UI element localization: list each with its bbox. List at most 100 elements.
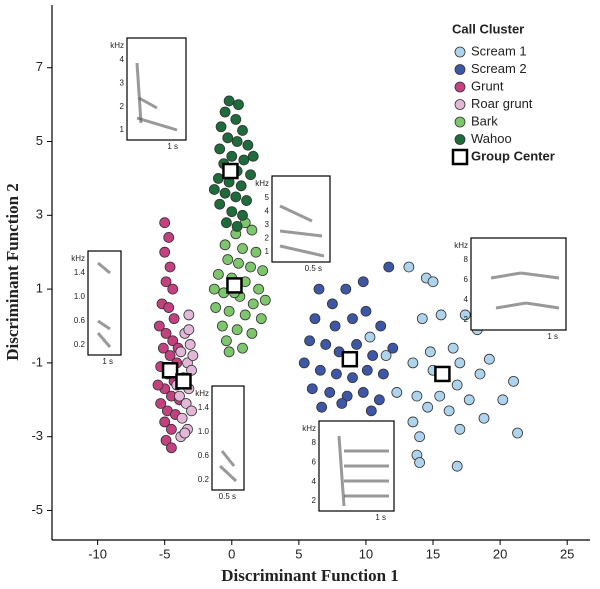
inset-tick-label: 1 [265,247,270,256]
point [512,427,523,439]
y-tick-label: 5 [36,133,43,148]
point [459,309,471,321]
point [375,320,387,332]
spectrogram [218,450,238,483]
inset-unit: kHz [454,241,468,250]
point [508,375,519,387]
point [219,106,231,118]
point [214,143,226,155]
point [237,342,248,354]
point [347,372,358,384]
inset-duration: 1 s [167,142,178,151]
point [166,423,177,435]
point [245,261,256,273]
point [391,387,403,398]
point [233,99,244,111]
point [212,173,224,184]
y-tick-label: -3 [31,428,43,443]
inset-unit: kHz [195,389,209,398]
point [230,191,242,203]
point [347,313,358,325]
point [259,294,271,306]
inset: 4 3 2 1 kHz 1 s [110,37,187,151]
inset-duration: 1 s [102,357,113,366]
point [463,394,475,406]
point [242,139,254,151]
point [187,350,199,361]
point [179,427,191,439]
point [357,387,369,398]
inset-tick-label: 6 [464,275,469,284]
point [219,239,231,251]
point [247,298,259,310]
point [331,368,342,380]
point [414,431,426,443]
inset-tick-label: 1.0 [198,427,210,436]
x-tick-label: 10 [359,546,373,561]
point [403,261,415,273]
point [237,243,248,254]
spectrogram-band [218,464,238,483]
point [160,434,172,446]
legend-title: Call Cluster [452,21,524,36]
inset-duration: 0.5 s [305,264,322,273]
group-center [222,162,239,180]
inset-tick-label: 2 [464,315,469,324]
spectrogram-band [279,229,323,238]
point [183,324,195,336]
point [223,305,235,317]
point [168,313,180,325]
point [407,357,419,369]
point [167,283,179,295]
spectrogram-band [136,116,178,132]
point [245,169,256,181]
x-tick-label: -5 [159,546,171,561]
point [153,320,165,332]
group-center [175,373,192,390]
inset-unit: kHz [302,424,316,433]
point [167,335,179,347]
y-tick-label: 1 [36,281,43,296]
point [253,283,265,295]
spectrogram-band [220,450,236,467]
point [246,224,258,236]
point [164,350,176,361]
point [313,283,325,295]
point [159,416,171,428]
point [176,412,188,424]
inset-frame [271,175,331,263]
point [327,298,338,310]
inset: 1.4 1.0 0.6 0.2 kHz 1 s [71,250,122,366]
point [351,339,362,350]
spectrogram-band [135,62,143,124]
point [216,320,228,332]
spectrogram [135,62,178,132]
point [231,324,243,336]
inset-unit: kHz [255,179,269,188]
point [329,320,341,332]
point [416,313,428,325]
spectrogram-band [97,261,111,275]
point [361,364,373,376]
inset-tick-label: 6 [312,457,317,466]
legend-label: Group Center [471,148,555,163]
point [364,331,376,343]
point [237,125,248,136]
x-tick-label: 25 [560,546,574,561]
point [304,335,315,347]
point [238,154,250,166]
y-axis-title: Discriminant Function 2 [3,183,22,361]
inset-tick-label: 2 [312,496,317,505]
point [160,327,172,339]
inset: 1.4 1.0 0.6 0.2 kHz 0.5 s [195,385,245,501]
spectrogram-band [520,271,560,280]
group-center [226,277,243,294]
y-tick-label: 7 [36,59,43,74]
y-tick-label: -5 [31,502,43,517]
point [223,95,235,107]
inset-tick-label: 8 [312,438,317,447]
point [215,121,227,133]
point [365,405,377,417]
point [435,309,447,321]
